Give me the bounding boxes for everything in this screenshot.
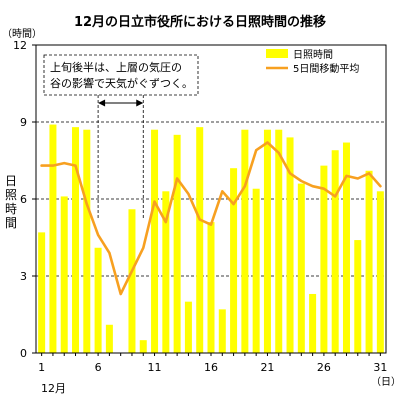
annotation-text: 谷の影響で天気がぐずつく。	[50, 76, 193, 90]
y-axis-title-char: 間	[5, 216, 17, 230]
x-tick-label: 31	[373, 361, 387, 374]
bar	[218, 309, 226, 353]
bar	[196, 127, 204, 353]
x-tick-label: 1	[38, 361, 45, 374]
bar	[331, 150, 339, 353]
x-tick-label: 6	[95, 361, 102, 374]
legend-label: 5日間移動平均	[293, 62, 359, 75]
bar	[275, 129, 283, 353]
bar	[309, 293, 317, 353]
bar	[60, 196, 68, 353]
x-unit-label: （日）	[371, 376, 400, 388]
bar	[297, 183, 305, 353]
moving-average-line	[40, 141, 382, 296]
bar	[376, 191, 384, 353]
y-axis-title-char: 照	[5, 188, 17, 202]
bar	[286, 137, 294, 353]
bar	[162, 191, 170, 353]
bar	[38, 232, 46, 353]
bar	[128, 209, 136, 353]
bar	[241, 129, 249, 353]
bar	[263, 129, 271, 353]
bar	[354, 240, 362, 353]
bar	[151, 129, 159, 353]
x-tick-label: 11	[148, 361, 162, 374]
y-tick-label: 6	[20, 193, 27, 206]
x-tick-label: 16	[204, 361, 218, 374]
y-tick-label: 3	[20, 270, 27, 283]
bar	[365, 170, 373, 353]
bar	[83, 129, 91, 353]
bar	[184, 301, 192, 353]
y-tick-label: 0	[20, 347, 27, 360]
bar	[252, 188, 260, 353]
y-axis-title: 日照時間	[5, 174, 17, 230]
bar	[139, 340, 147, 353]
month-label: 12月	[41, 382, 66, 395]
y-axis-title-char: 時	[5, 202, 17, 216]
arrow-head-right	[136, 99, 144, 107]
y-unit-label: （時間）	[2, 28, 42, 40]
legend-label: 日照時間	[293, 49, 333, 61]
legend-swatch-bar	[266, 49, 288, 58]
bar	[207, 222, 215, 353]
bar	[49, 124, 57, 353]
bar	[72, 127, 80, 353]
bar	[342, 142, 350, 353]
bar	[230, 168, 238, 353]
annotation-box	[43, 54, 199, 96]
arrow-head-left	[98, 99, 106, 107]
y-tick-label: 9	[20, 116, 27, 129]
chart-title: 12月の日立市役所における日照時間の推移	[74, 14, 326, 30]
x-tick-label: 21	[260, 361, 274, 374]
bar	[320, 165, 328, 353]
y-tick-label: 12	[13, 39, 27, 52]
bar	[173, 134, 181, 353]
annotation-text: 上旬後半は、上層の気圧の	[50, 60, 182, 74]
bar	[94, 247, 102, 353]
bar	[105, 324, 113, 353]
y-axis-title-char: 日	[5, 174, 17, 188]
x-tick-label: 26	[317, 361, 331, 374]
